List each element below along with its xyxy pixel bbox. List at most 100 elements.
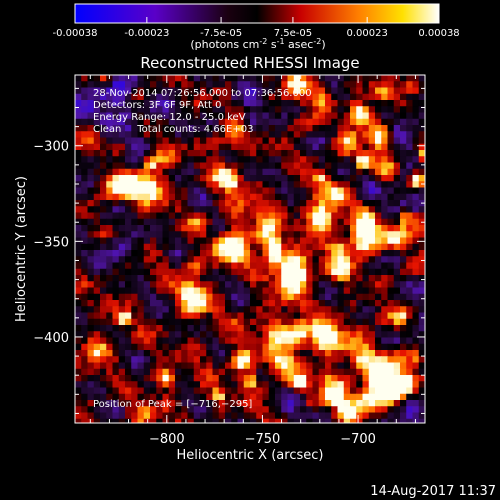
heatmap-cell bbox=[187, 368, 195, 376]
heatmap-cell bbox=[212, 318, 220, 326]
heatmap-cell bbox=[212, 418, 220, 423]
heatmap-cell bbox=[325, 106, 332, 113]
heatmap-cell bbox=[93, 381, 101, 388]
heatmap-cell bbox=[143, 81, 151, 88]
heatmap-cell bbox=[412, 137, 420, 145]
heatmap-cell bbox=[243, 125, 251, 132]
heatmap-cell bbox=[406, 275, 413, 282]
heatmap-cell bbox=[168, 306, 176, 313]
heatmap-cell bbox=[343, 318, 351, 326]
heatmap-cell bbox=[118, 331, 126, 338]
heatmap-cell bbox=[125, 306, 132, 313]
heatmap-cell bbox=[131, 337, 138, 345]
heatmap-cell bbox=[300, 393, 307, 401]
heatmap-cell bbox=[275, 318, 282, 326]
heatmap-cell bbox=[100, 243, 107, 251]
heatmap-cell bbox=[243, 312, 251, 320]
heatmap-cell bbox=[412, 337, 420, 345]
heatmap-cell bbox=[343, 250, 351, 257]
heatmap-cell bbox=[75, 325, 82, 332]
heatmap-cell bbox=[93, 125, 101, 132]
heatmap-cell bbox=[312, 225, 320, 232]
heatmap-cell bbox=[418, 412, 425, 420]
heatmap-cell bbox=[93, 131, 101, 138]
heatmap-cell bbox=[125, 162, 132, 170]
heatmap-cell bbox=[281, 106, 288, 113]
heatmap-cell bbox=[193, 231, 201, 238]
heatmap-cell bbox=[212, 281, 220, 288]
heatmap-cell bbox=[218, 168, 226, 176]
heatmap-cell bbox=[375, 156, 382, 163]
heatmap-cell bbox=[275, 106, 282, 113]
heatmap-cell bbox=[281, 400, 288, 407]
heatmap-cell bbox=[356, 387, 363, 395]
heatmap-cell bbox=[218, 225, 226, 232]
heatmap-cell bbox=[268, 250, 276, 257]
colorbar-tick-label: 0.00023 bbox=[346, 28, 387, 39]
heatmap-cell bbox=[225, 81, 232, 88]
heatmap-cell bbox=[125, 350, 132, 357]
heatmap-cell bbox=[418, 150, 425, 157]
heatmap-cell bbox=[162, 381, 170, 388]
heatmap-cell bbox=[412, 231, 420, 238]
heatmap-cell bbox=[137, 356, 145, 363]
heatmap-cell bbox=[181, 112, 188, 120]
heatmap-cell bbox=[368, 137, 376, 145]
heatmap-cell bbox=[75, 356, 82, 363]
heatmap-cell bbox=[225, 375, 232, 382]
heatmap-cell bbox=[331, 137, 338, 145]
heatmap-cell bbox=[406, 137, 413, 145]
heatmap-cell bbox=[212, 175, 220, 182]
heatmap-cell bbox=[225, 268, 232, 276]
heatmap-cell bbox=[350, 281, 357, 288]
heatmap-cell bbox=[100, 362, 107, 370]
heatmap-cell bbox=[337, 112, 345, 120]
heatmap-cell bbox=[356, 268, 363, 276]
heatmap-cell bbox=[118, 118, 126, 126]
heatmap-cell bbox=[281, 368, 288, 376]
heatmap-cell bbox=[131, 225, 138, 232]
heatmap-cell bbox=[368, 400, 376, 407]
heatmap-cell bbox=[306, 337, 313, 345]
heatmap-cell bbox=[281, 218, 288, 226]
heatmap-cell bbox=[131, 100, 138, 107]
heatmap-cell bbox=[331, 300, 338, 307]
heatmap-cell bbox=[293, 375, 301, 382]
heatmap-cell bbox=[243, 212, 251, 220]
heatmap-cell bbox=[187, 93, 195, 101]
heatmap-cell bbox=[81, 281, 88, 288]
heatmap-cell bbox=[312, 206, 320, 213]
heatmap-cell bbox=[106, 237, 113, 245]
heatmap-cell bbox=[312, 218, 320, 226]
heatmap-cell bbox=[100, 112, 107, 120]
heatmap-cell bbox=[306, 143, 313, 151]
heatmap-cell bbox=[306, 356, 313, 363]
heatmap-cell bbox=[368, 256, 376, 263]
heatmap-cell bbox=[375, 137, 382, 145]
heatmap-cell bbox=[418, 306, 425, 313]
heatmap-cell bbox=[387, 81, 395, 88]
heatmap-cell bbox=[231, 250, 238, 257]
heatmap-cell bbox=[206, 375, 213, 382]
heatmap-cell bbox=[156, 312, 163, 320]
heatmap-cell bbox=[281, 156, 288, 163]
heatmap-cell bbox=[175, 281, 182, 288]
heatmap-cell bbox=[281, 250, 288, 257]
heatmap-cell bbox=[218, 131, 226, 138]
heatmap-cell bbox=[250, 81, 257, 88]
heatmap-cell bbox=[106, 250, 113, 257]
heatmap-cell bbox=[375, 406, 382, 413]
heatmap-cell bbox=[200, 206, 207, 213]
heatmap-cell bbox=[306, 118, 313, 126]
heatmap-cell bbox=[137, 350, 145, 357]
heatmap-cell bbox=[112, 343, 120, 351]
heatmap-cell bbox=[125, 412, 132, 420]
heatmap-cell bbox=[175, 150, 182, 157]
heatmap-cell bbox=[231, 256, 238, 263]
heatmap-cell bbox=[256, 306, 263, 313]
heatmap-cell bbox=[293, 243, 301, 251]
heatmap-cell bbox=[218, 150, 226, 157]
heatmap-cell bbox=[206, 137, 213, 145]
heatmap-cell bbox=[400, 81, 407, 88]
heatmap-cell bbox=[87, 193, 95, 201]
